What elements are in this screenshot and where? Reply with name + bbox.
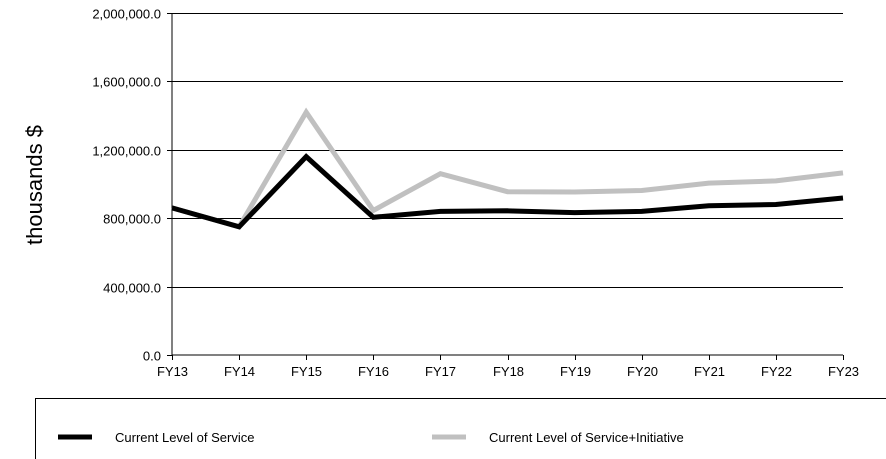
series-line-1 (171, 153, 844, 230)
x-tick-label: FY20 (627, 364, 658, 379)
legend-label-2: Current Level of Service+Initiative (489, 430, 684, 445)
series-lines (171, 107, 844, 230)
x-tick-label: FY15 (291, 364, 322, 379)
y-tick-label: 0.0 (143, 349, 161, 364)
y-tick-label: 1,200,000.0 (92, 144, 161, 159)
y-tick-label: 2,000,000.0 (92, 7, 161, 22)
axes (171, 13, 843, 356)
x-tick-label: FY19 (560, 364, 591, 379)
x-tick-label: FY21 (694, 364, 725, 379)
legend-label-1: Current Level of Service (115, 430, 254, 445)
x-tick-label: FY14 (224, 364, 255, 379)
x-tick-label: FY17 (425, 364, 456, 379)
gridlines (172, 13, 843, 288)
y-tick-label: 800,000.0 (103, 212, 161, 227)
x-ticks: FY13 FY14 FY15 FY16 FY17 FY18 FY19 FY20 FY21 FY22… (157, 355, 859, 379)
legend: Current Level of Service Current Level of… (35, 398, 886, 459)
y-ticks: 0.0 400,000.0 800,000.0 1,200,000.0 1,600,00… (92, 7, 172, 364)
x-tick-label: FY22 (761, 364, 792, 379)
y-tick-label: 1,600,000.0 (92, 75, 161, 90)
x-tick-label: FY23 (828, 364, 859, 379)
legend-box (35, 398, 886, 459)
x-tick-label: FY16 (358, 364, 389, 379)
x-tick-label: FY18 (493, 364, 524, 379)
y-tick-label: 400,000.0 (103, 281, 161, 296)
x-tick-label: FY13 (157, 364, 188, 379)
series-line-2 (171, 107, 844, 230)
y-axis-label: thousands $ (22, 125, 47, 245)
